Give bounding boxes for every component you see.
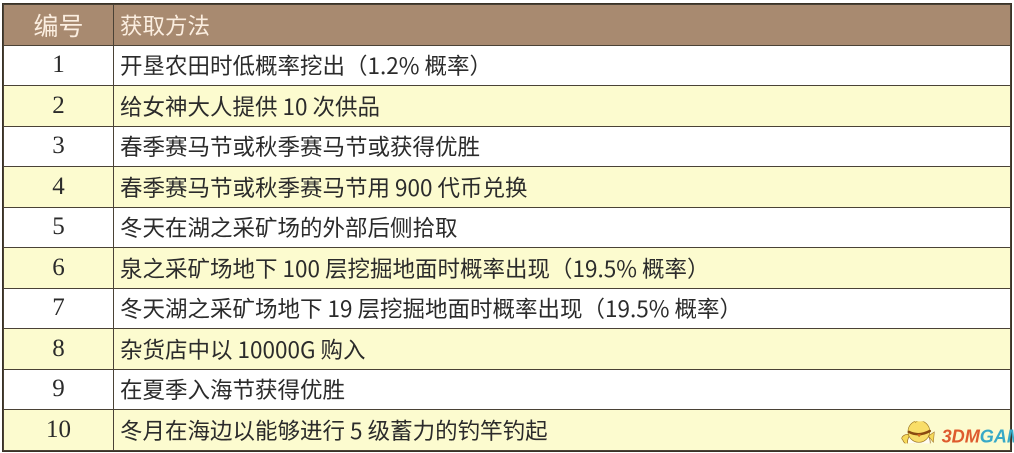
svg-text:3DM: 3DM (942, 426, 981, 443)
svg-text:GAME: GAME (980, 426, 1014, 443)
